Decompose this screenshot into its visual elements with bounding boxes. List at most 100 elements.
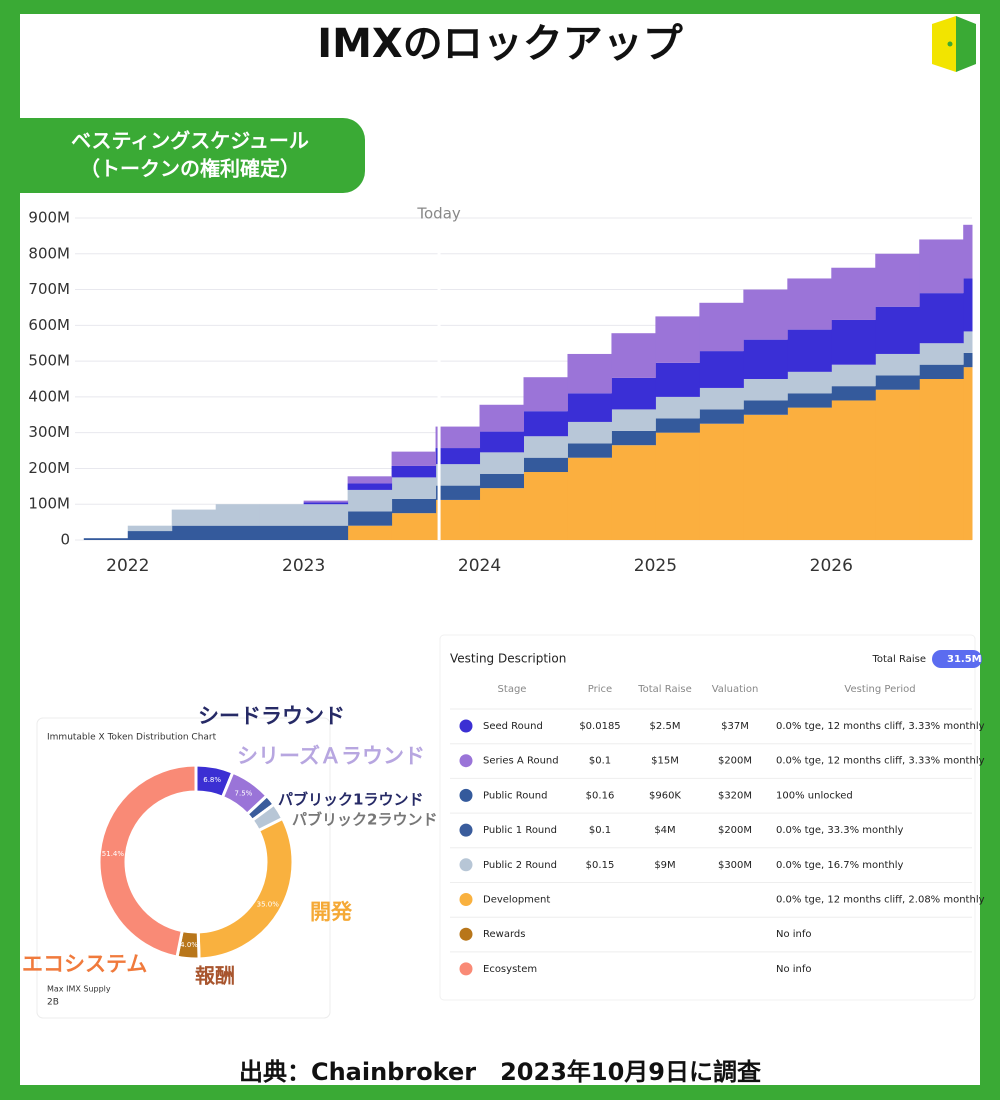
table-cell: Seed Round [483,721,543,732]
area-step [259,525,305,540]
area-step [435,485,481,500]
area-step [699,302,744,352]
donut-title: Immutable X Token Distribution Chart [47,733,217,743]
area-step [743,339,788,379]
area-step [523,472,568,540]
y-tick-label: 0 [60,531,70,549]
column-header: Stage [498,684,527,695]
area-step [479,488,524,540]
logo [932,16,976,72]
table-cell: 0.0% tge, 12 months cliff, 2.08% monthly [776,895,985,906]
table-title: Vesting Description [450,652,566,666]
area-step [787,407,832,540]
area-step [347,511,393,526]
area-step [567,443,612,458]
area-step [655,316,700,363]
area-step [963,224,973,279]
badge-line: ベスティングスケジュール [71,129,309,153]
table-cell: $4M [654,825,675,836]
area-step [171,525,217,540]
area-step [611,430,656,446]
area-step [875,389,920,540]
area-step [787,371,832,394]
area-step [963,331,973,353]
area-step [303,502,349,505]
area-step [391,477,437,499]
area-step [171,509,217,526]
area-step [127,531,173,540]
area-step [479,404,524,432]
area-step [875,306,920,354]
y-tick-label: 300M [28,423,70,441]
table-cell: $2.5M [650,721,681,732]
x-tick-label: 2023 [282,556,325,576]
area-step [875,253,920,307]
area-step [215,525,261,540]
y-tick-label: 400M [28,387,70,405]
area-step [83,538,129,540]
area-step [655,418,700,433]
area-step [435,464,481,486]
area-step [655,396,700,419]
category-callout: 報酬 [195,964,235,988]
table-cell: $0.1 [589,756,611,767]
area-step [743,289,788,340]
area-step [963,352,973,368]
area-step [699,351,744,388]
area-step [435,426,481,449]
total-raise-value: 31.5M [947,654,982,665]
table-cell: 0.0% tge, 12 months cliff, 3.33% monthly [776,756,985,767]
area-step [875,375,920,390]
area-step [787,278,832,330]
donut-segment [97,763,198,959]
area-step [347,489,393,512]
area-step [391,513,437,540]
area-step [919,239,964,294]
area-step [347,476,393,484]
annotation: Today [416,205,461,223]
area-step [655,362,700,397]
segment-label: 6.8% [203,776,221,784]
row-dot [459,823,473,837]
area-step [435,499,481,540]
table-cell: $0.0185 [579,721,620,732]
area-step [523,411,568,437]
table-cell: Public Round [483,790,547,801]
area-step [611,377,656,410]
category-callout: パブリック1ラウンド [278,791,423,809]
area-step [127,525,173,532]
area-step [831,319,876,365]
segment-label: 51.4% [102,850,125,858]
row-dot [459,788,473,802]
area-step [743,414,788,540]
area-step [699,409,744,424]
table-cell: $200M [718,756,752,767]
area-step [215,504,261,526]
area-step [963,367,973,540]
area-step [391,498,437,514]
area-step [831,267,876,320]
row-dot [459,927,473,941]
segment-label: 4.0% [180,941,198,949]
x-tick-label: 2025 [634,556,677,576]
area-step [919,343,964,365]
table-cell: $960K [649,790,681,801]
area-step [611,445,656,540]
table-cell: $300M [718,860,752,871]
table-cell: $200M [718,825,752,836]
column-header: Valuation [712,684,759,695]
area-step [743,379,788,401]
area-step [567,353,612,394]
area-step [963,278,973,332]
table-cell: Rewards [483,929,525,940]
x-tick-label: 2026 [810,556,853,576]
row-dot [459,962,473,976]
category-callout: シードラウンド [198,704,345,728]
area-step [919,293,964,344]
category-callout: 開発 [310,900,353,924]
section-badge [20,118,365,193]
area-step [787,329,832,372]
y-tick-label: 600M [28,316,70,334]
